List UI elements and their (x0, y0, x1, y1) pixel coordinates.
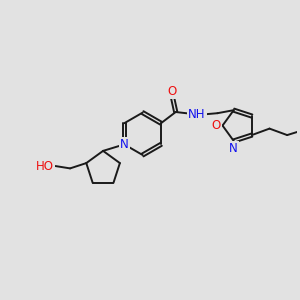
Text: O: O (168, 85, 177, 98)
Text: NH: NH (188, 108, 206, 121)
Text: HO: HO (36, 160, 54, 172)
Text: N: N (120, 138, 129, 151)
Text: N: N (230, 142, 238, 155)
Text: O: O (212, 119, 221, 132)
